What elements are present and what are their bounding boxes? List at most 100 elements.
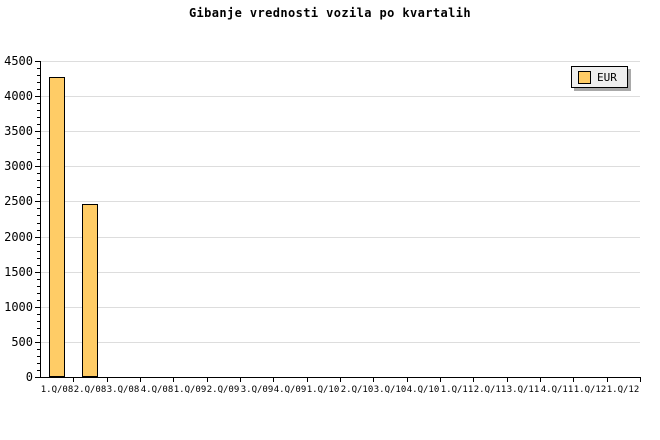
x-axis-tick-label: 1.Q/09 (173, 385, 207, 395)
x-axis-tick-label: 4.Q/09 (273, 385, 307, 395)
y-axis-minor-tick (37, 335, 40, 336)
y-axis-minor-tick (37, 265, 40, 266)
gridline (41, 96, 640, 97)
y-axis-minor-tick (37, 208, 40, 209)
x-axis-tick-label: 3.Q/08 (106, 385, 140, 395)
y-axis-minor-tick (37, 328, 40, 329)
x-axis-tick (73, 378, 74, 382)
y-axis-minor-tick (37, 159, 40, 160)
x-axis-tick (473, 378, 474, 382)
y-axis-minor-tick (37, 356, 40, 357)
x-axis-tick (340, 378, 341, 382)
y-axis-minor-tick (37, 349, 40, 350)
y-axis-major-tick (35, 377, 40, 378)
y-axis-minor-tick (37, 321, 40, 322)
y-axis-minor-tick (37, 286, 40, 287)
gridline (41, 166, 640, 167)
x-axis-tick (240, 378, 241, 382)
y-axis-minor-tick (37, 145, 40, 146)
x-axis-tick (373, 378, 374, 382)
legend-label-eur: EUR (597, 70, 617, 84)
y-axis-tick-label: 2500 (4, 194, 33, 208)
x-axis-tick-label: 2.Q/10 (340, 385, 374, 395)
y-axis-minor-tick (37, 370, 40, 371)
y-axis-minor-tick (37, 68, 40, 69)
y-axis-minor-tick (37, 110, 40, 111)
gridline (41, 272, 640, 273)
y-axis-minor-tick (37, 75, 40, 76)
y-axis-minor-tick (37, 194, 40, 195)
y-axis-major-tick (35, 272, 40, 273)
y-axis-major-tick (35, 237, 40, 238)
y-axis-tick-label: 2000 (4, 230, 33, 244)
x-axis-tick (307, 378, 308, 382)
y-axis-major-tick (35, 307, 40, 308)
y-axis-major-tick (35, 96, 40, 97)
y-axis-minor-tick (37, 124, 40, 125)
x-axis-tick (640, 378, 641, 382)
y-axis-minor-tick (37, 251, 40, 252)
y-axis-major-tick (35, 342, 40, 343)
y-axis-minor-tick (37, 117, 40, 118)
gridline (41, 61, 640, 62)
x-axis-tick-label: 2.Q/08 (73, 385, 107, 395)
y-axis-minor-tick (37, 215, 40, 216)
y-axis-tick-label: 3000 (4, 159, 33, 173)
y-axis-minor-tick (37, 258, 40, 259)
x-axis-tick (107, 378, 108, 382)
y-axis-minor-tick (37, 180, 40, 181)
y-axis-minor-tick (37, 89, 40, 90)
bar-2.Q/08 (82, 204, 98, 377)
x-axis-tick-label: 2.Q/11 (473, 385, 507, 395)
x-axis-tick (440, 378, 441, 382)
chart-title: Gibanje vrednosti vozila po kvartalih (188, 6, 472, 20)
y-axis-minor-tick (37, 138, 40, 139)
y-axis-major-tick (35, 201, 40, 202)
y-axis-tick-label: 0 (25, 370, 33, 384)
gridline (41, 307, 640, 308)
y-axis-minor-tick (37, 173, 40, 174)
y-axis-tick-label: 3500 (4, 124, 33, 138)
y-axis-minor-tick (37, 314, 40, 315)
x-axis-tick (140, 378, 141, 382)
x-axis-tick-label: 2.Q/09 (206, 385, 240, 395)
x-axis-tick (507, 378, 508, 382)
y-axis-minor-tick (37, 293, 40, 294)
y-axis-minor-tick (37, 223, 40, 224)
y-axis-tick-label: 500 (11, 335, 33, 349)
y-axis-minor-tick (37, 187, 40, 188)
y-axis-minor-tick (37, 152, 40, 153)
y-axis-tick-label: 4000 (4, 89, 33, 103)
y-axis-major-tick (35, 166, 40, 167)
gridline (41, 237, 640, 238)
x-axis-tick-label: 4.Q/10 (406, 385, 440, 395)
gridline (41, 342, 640, 343)
x-axis-tick-label: 1.Q/12 (606, 385, 640, 395)
x-axis-tick-label: 4.Q/11 (540, 385, 574, 395)
y-axis-minor-tick (37, 363, 40, 364)
y-axis-tick-label: 4500 (4, 54, 33, 68)
x-axis-tick (407, 378, 408, 382)
y-axis-minor-tick (37, 230, 40, 231)
x-axis-tick-label: 1.Q/12 (573, 385, 607, 395)
x-axis-tick (273, 378, 274, 382)
y-axis-major-tick (35, 61, 40, 62)
x-axis-tick-label: 3.Q/10 (373, 385, 407, 395)
plot-area (40, 61, 641, 378)
x-axis-tick (607, 378, 608, 382)
legend-swatch-eur-icon (578, 70, 591, 84)
x-axis-tick-label: 1.Q/10 (306, 385, 340, 395)
y-axis-tick-label: 1000 (4, 300, 33, 314)
y-axis-major-tick (35, 131, 40, 132)
y-axis-tick-label: 1500 (4, 265, 33, 279)
y-axis-minor-tick (37, 82, 40, 83)
x-axis-tick (540, 378, 541, 382)
x-axis-tick-label: 3.Q/09 (240, 385, 274, 395)
x-axis-tick-label: 4.Q/08 (140, 385, 174, 395)
gridline (41, 131, 640, 132)
gridline (41, 201, 640, 202)
x-axis-tick (207, 378, 208, 382)
x-axis-tick-label: 1.Q/08 (40, 385, 74, 395)
x-axis-tick (573, 378, 574, 382)
